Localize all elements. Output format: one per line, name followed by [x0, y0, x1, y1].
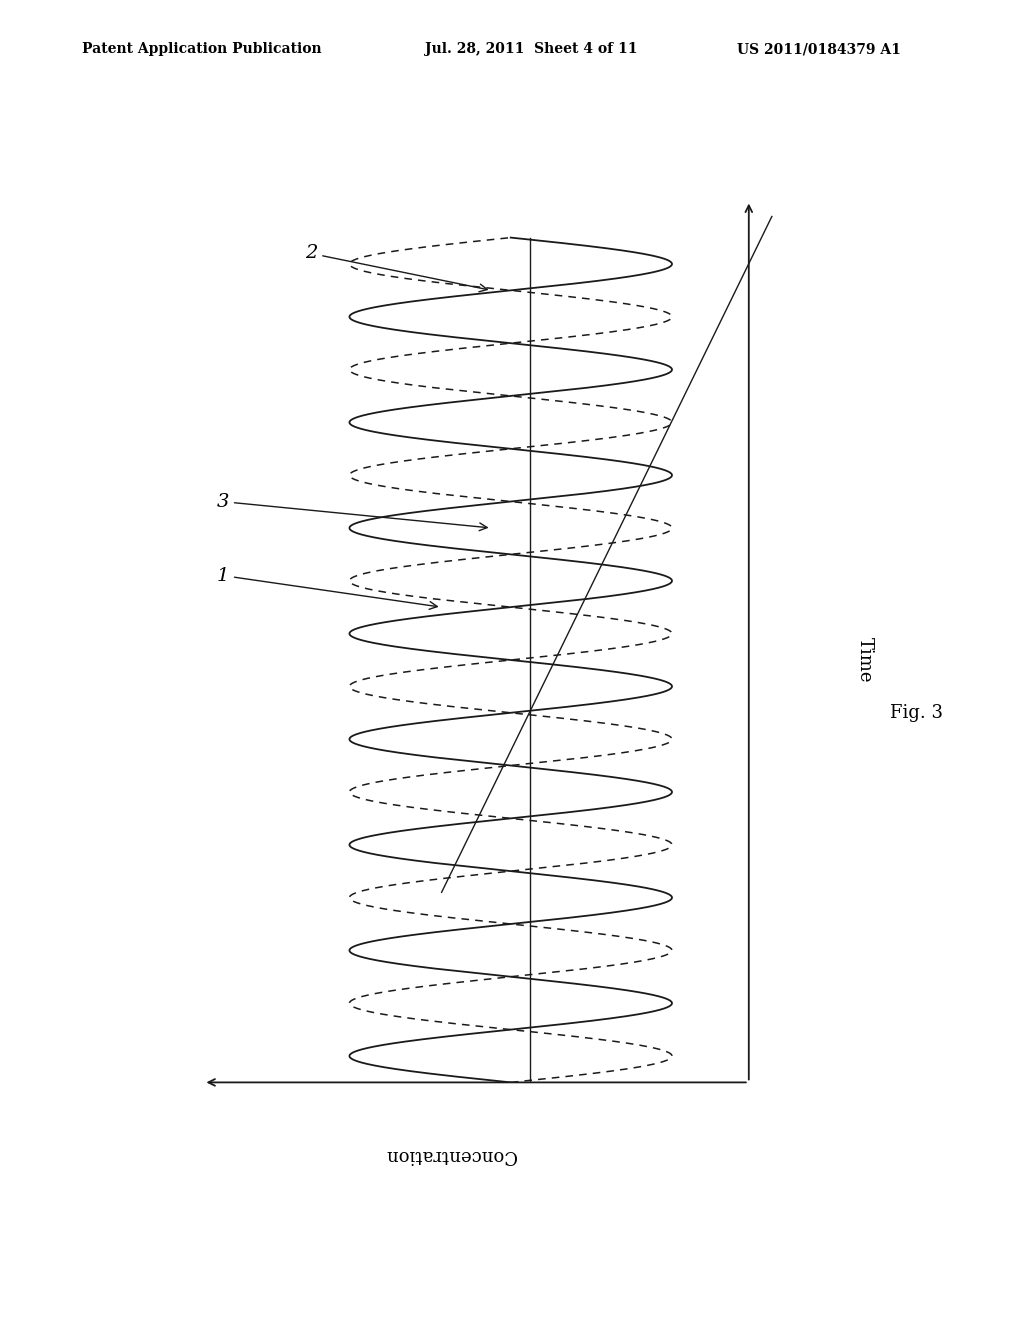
Text: 1: 1 — [216, 566, 437, 610]
Text: Jul. 28, 2011  Sheet 4 of 11: Jul. 28, 2011 Sheet 4 of 11 — [425, 42, 638, 57]
Text: Fig. 3: Fig. 3 — [890, 704, 943, 722]
Text: 2: 2 — [305, 244, 487, 292]
Text: Patent Application Publication: Patent Application Publication — [82, 42, 322, 57]
Text: Time: Time — [856, 638, 874, 682]
Text: US 2011/0184379 A1: US 2011/0184379 A1 — [737, 42, 901, 57]
Text: 3: 3 — [216, 492, 487, 531]
Text: Concentration: Concentration — [385, 1146, 516, 1164]
